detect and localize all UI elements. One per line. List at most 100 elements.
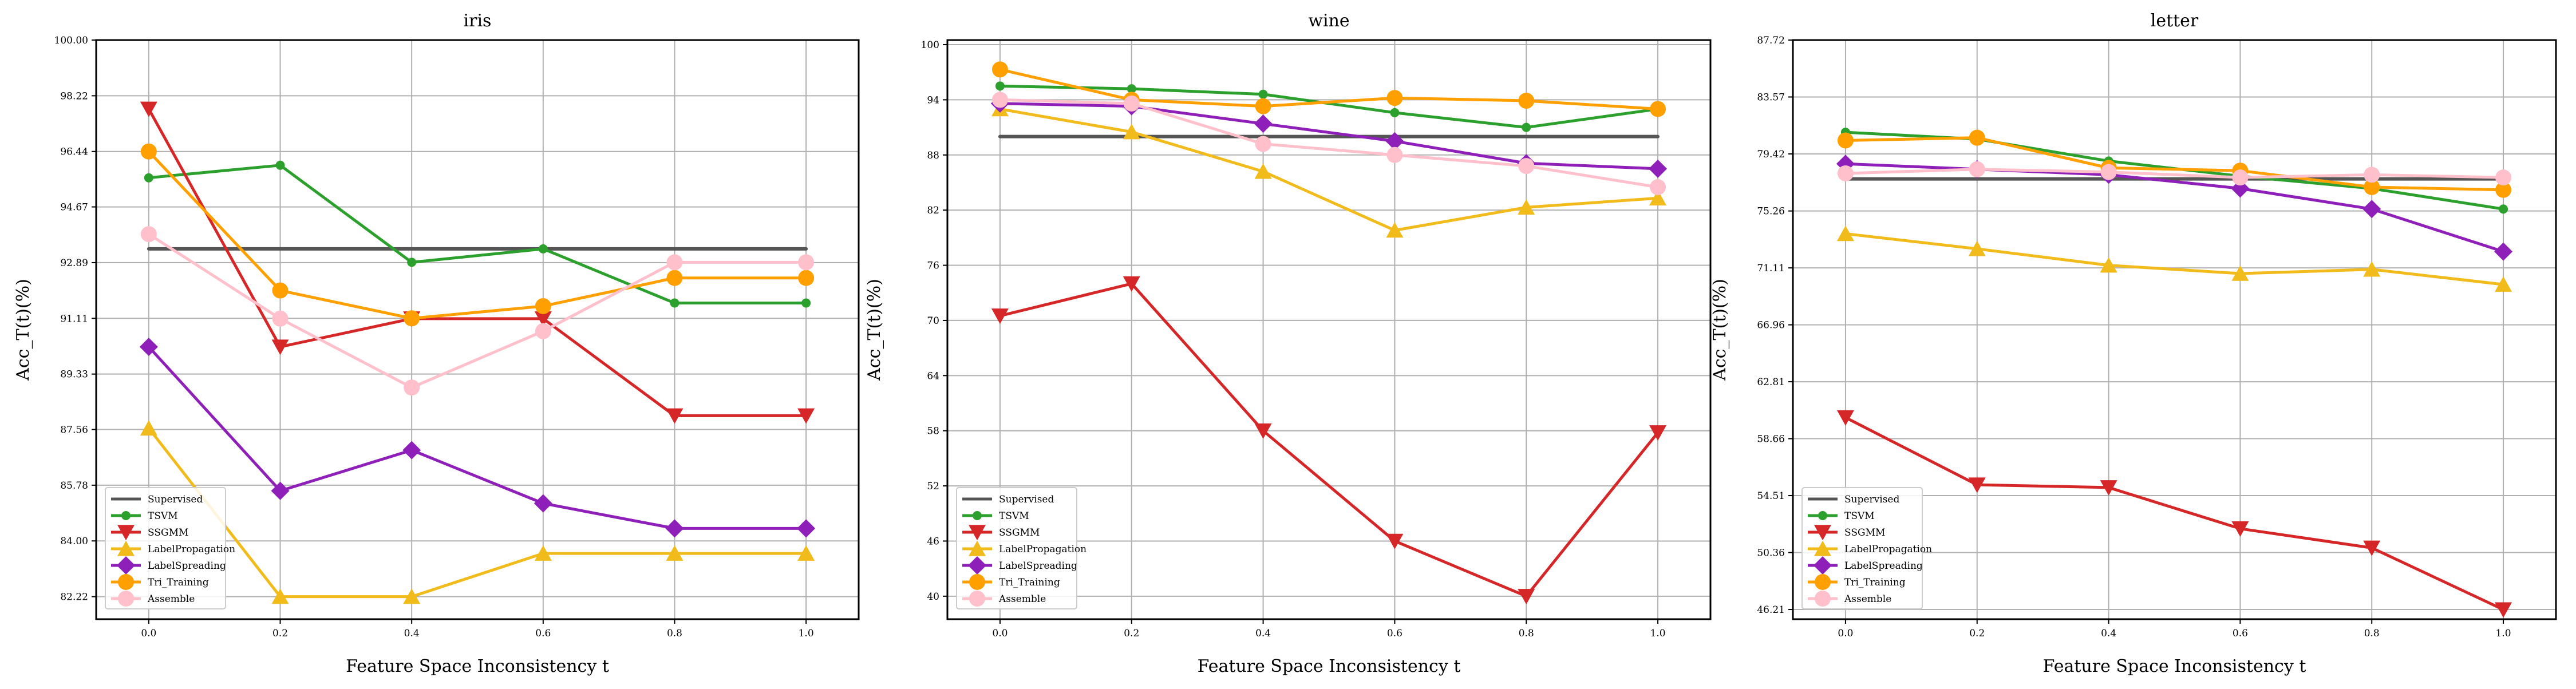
legend-marker bbox=[969, 525, 986, 541]
plot-frame bbox=[946, 39, 1712, 620]
data-point-labelspreading bbox=[2494, 242, 2513, 261]
legend-item-tri-training: Tri_Training bbox=[111, 574, 209, 590]
data-point-tri-training bbox=[1837, 132, 1854, 149]
data-point-tri-training bbox=[1969, 129, 1985, 146]
chart-panel-wine: 0.0 0.2 0.4 0.6 0.8 1.0 40 46 52 58 64 70 76 82 88 94 10… bbox=[864, 11, 1712, 676]
data-point-tsvm bbox=[801, 298, 811, 308]
legend-item-tsvm: TSVM bbox=[962, 510, 1029, 522]
legend-label: TSVM bbox=[148, 510, 178, 522]
legend-item-assemble: Assemble bbox=[111, 591, 195, 607]
data-point-labelspreading bbox=[797, 519, 816, 538]
series-line-assemble bbox=[1844, 168, 2505, 179]
legend-marker bbox=[1815, 574, 1831, 590]
legend-item-assemble: Assemble bbox=[962, 591, 1046, 607]
data-point-tri-training bbox=[1386, 90, 1403, 106]
data-point-assemble bbox=[1123, 95, 1140, 112]
data-point-assemble bbox=[2495, 169, 2512, 186]
legend-marker bbox=[121, 511, 131, 520]
data-point-tri-training bbox=[991, 61, 1008, 78]
x-tick-label: 0.2 bbox=[1124, 628, 1139, 639]
legend-label: SSGMM bbox=[999, 527, 1040, 538]
data-point-assemble bbox=[1969, 161, 1985, 177]
x-tick-label: 0.8 bbox=[1519, 628, 1534, 639]
series-tsvm bbox=[144, 160, 811, 308]
legend-marker bbox=[969, 591, 985, 607]
x-tick-label: 0.4 bbox=[404, 628, 420, 639]
data-point-labelpropagation bbox=[140, 420, 157, 436]
data-point-tsvm bbox=[1127, 84, 1136, 94]
legend-marker bbox=[117, 556, 135, 575]
legend-box bbox=[105, 487, 226, 609]
data-point-ssgmm bbox=[2231, 521, 2249, 537]
y-tick-label: 62.81 bbox=[1757, 377, 1785, 388]
data-point-tri-training bbox=[272, 282, 289, 299]
x-tick-label: 0.0 bbox=[1838, 628, 1853, 639]
data-point-labelpropagation bbox=[2100, 257, 2117, 273]
y-tick-label: 84.00 bbox=[60, 536, 88, 547]
data-point-labelspreading bbox=[1649, 159, 1668, 178]
x-tick-label: 0.8 bbox=[667, 628, 682, 639]
series-labelspreading bbox=[139, 338, 816, 538]
data-point-labelspreading bbox=[271, 481, 290, 500]
series-line-labelspreading bbox=[147, 345, 808, 530]
legend-label: Tri_Training bbox=[999, 577, 1060, 588]
data-point-labelspreading bbox=[139, 338, 158, 357]
series-ssgmm bbox=[991, 276, 1667, 605]
data-point-labelpropagation bbox=[1123, 124, 1140, 140]
data-point-tri-training bbox=[798, 270, 815, 286]
data-point-assemble bbox=[991, 92, 1008, 108]
data-point-labelpropagation bbox=[1254, 163, 1272, 179]
series-tri-training bbox=[1837, 129, 2512, 198]
data-point-assemble bbox=[2232, 169, 2249, 186]
data-point-labelpropagation bbox=[271, 588, 289, 604]
legend-item-tri-training: Tri_Training bbox=[962, 574, 1060, 590]
series-line-labelspreading bbox=[1844, 162, 2505, 254]
y-tick-label: 46.21 bbox=[1757, 604, 1785, 616]
data-point-tri-training bbox=[404, 310, 420, 327]
y-tick-label: 52 bbox=[927, 481, 939, 492]
data-point-labelpropagation bbox=[2231, 265, 2249, 281]
data-point-labelspreading bbox=[665, 519, 684, 538]
y-tick-label: 96.44 bbox=[60, 146, 88, 158]
series-line-assemble bbox=[147, 232, 808, 389]
series-tri-training bbox=[140, 143, 815, 327]
legend-label: TSVM bbox=[1844, 510, 1875, 522]
x-tick-label: 0.0 bbox=[141, 628, 156, 639]
series-labelpropagation bbox=[991, 101, 1667, 238]
series-assemble bbox=[991, 92, 1666, 196]
y-tick-label: 88 bbox=[927, 150, 939, 161]
legend-box bbox=[956, 487, 1077, 609]
data-point-tsvm bbox=[995, 81, 1005, 91]
legend-item-ssgmm: SSGMM bbox=[111, 525, 188, 541]
series-line-ssgmm bbox=[1844, 416, 2505, 611]
legend-item-tsvm: TSVM bbox=[1808, 510, 1875, 522]
series-assemble bbox=[140, 226, 815, 396]
x-tick-label: 0.8 bbox=[2364, 628, 2380, 639]
x-axis-label: Feature Space Inconsistency t bbox=[346, 656, 609, 676]
legend-label: Assemble bbox=[998, 593, 1046, 605]
x-tick-label: 0.6 bbox=[2233, 628, 2248, 639]
legend-item-tri-training: Tri_Training bbox=[1808, 574, 1906, 590]
data-point-tsvm bbox=[538, 244, 548, 254]
panel-title: iris bbox=[464, 11, 492, 31]
x-tick-label: 1.0 bbox=[1650, 628, 1666, 639]
data-point-assemble bbox=[535, 323, 551, 339]
y-tick-label: 100.00 bbox=[54, 35, 88, 46]
data-point-tri-training bbox=[2495, 181, 2512, 198]
legend-label: Supervised bbox=[999, 494, 1054, 505]
legend-item-supervised: Supervised bbox=[111, 494, 203, 505]
legend-label: LabelPropagation bbox=[1844, 544, 1932, 555]
plot-frame bbox=[95, 39, 860, 620]
data-point-ssgmm bbox=[1968, 477, 1986, 493]
data-point-assemble bbox=[666, 254, 683, 271]
legend-marker bbox=[968, 556, 986, 575]
y-tick-label: 82 bbox=[927, 205, 939, 216]
legend-item-labelspreading: LabelSpreading bbox=[111, 556, 226, 575]
legend-label: Tri_Training bbox=[148, 577, 209, 588]
data-point-labelspreading bbox=[1254, 114, 1273, 133]
legend-label: LabelPropagation bbox=[148, 544, 235, 555]
legend-item-labelspreading: LabelSpreading bbox=[1808, 556, 1923, 575]
legend-item-ssgmm: SSGMM bbox=[1808, 525, 1885, 541]
y-tick-label: 76 bbox=[927, 260, 939, 272]
series-line-labelpropagation bbox=[1844, 232, 2505, 286]
